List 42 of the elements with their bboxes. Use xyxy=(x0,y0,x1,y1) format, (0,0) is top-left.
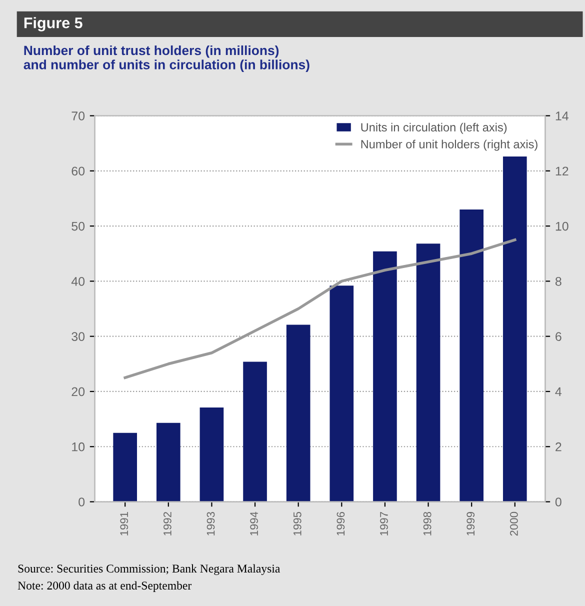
source-note: Source: Securities Commission; Bank Negara Malaysia xyxy=(18,564,280,576)
x-tick-label: 1999 xyxy=(466,512,475,536)
y2-tick-label: 14 xyxy=(556,112,568,120)
y2-tick-label: 0 xyxy=(555,498,562,506)
legend-label: Units in circulation (left axis) xyxy=(361,122,507,134)
bar xyxy=(373,251,397,502)
bar xyxy=(460,209,484,502)
bar xyxy=(286,324,310,502)
y-tick-label: 40 xyxy=(71,276,85,286)
y-tick-label: 60 xyxy=(72,166,85,176)
y-tick-label: 0 xyxy=(78,498,85,506)
y2-tick-label: 10 xyxy=(556,222,568,231)
y2-tick-label: 12 xyxy=(556,166,568,176)
y2-tick-label: 6 xyxy=(556,332,562,341)
text: Note: 2000 data as at end-September xyxy=(18,581,192,592)
y-tick-label: 10 xyxy=(72,442,85,452)
y2-tick-label: 2 xyxy=(556,442,562,452)
x-tick-label: 1998 xyxy=(423,512,432,536)
bar xyxy=(156,422,180,502)
y2-tick-label: 4 xyxy=(555,387,562,396)
x-tick-label: 1992 xyxy=(164,512,172,536)
y-tick-label: 20 xyxy=(72,387,85,396)
y-tick-label: 70 xyxy=(72,112,85,120)
legend-label: Number of unit holders (right axis) xyxy=(361,140,538,151)
bar xyxy=(416,244,440,502)
chart-title: Figure 5 xyxy=(24,17,82,32)
y-tick-label: 50 xyxy=(72,222,85,231)
y-tick-label: 30 xyxy=(72,332,85,341)
x-tick-label: 1994 xyxy=(250,512,258,536)
bar xyxy=(502,156,527,502)
x-tick-label: 1993 xyxy=(206,512,215,536)
bar xyxy=(330,286,354,502)
x-tick-label: 1995 xyxy=(293,512,302,536)
bar xyxy=(200,407,224,502)
bar xyxy=(113,432,137,502)
x-tick-label: 2000 xyxy=(510,512,518,536)
chart-subtitle: Number of unit trust holders (in millions) and number of units in circulation (in billions) xyxy=(24,45,310,72)
x-tick-label: 1996 xyxy=(336,512,345,536)
x-tick-label: 1997 xyxy=(380,512,388,536)
y2-tick-label: 8 xyxy=(555,276,562,286)
x-tick-label: 1991 xyxy=(120,512,128,536)
bar xyxy=(243,362,267,502)
